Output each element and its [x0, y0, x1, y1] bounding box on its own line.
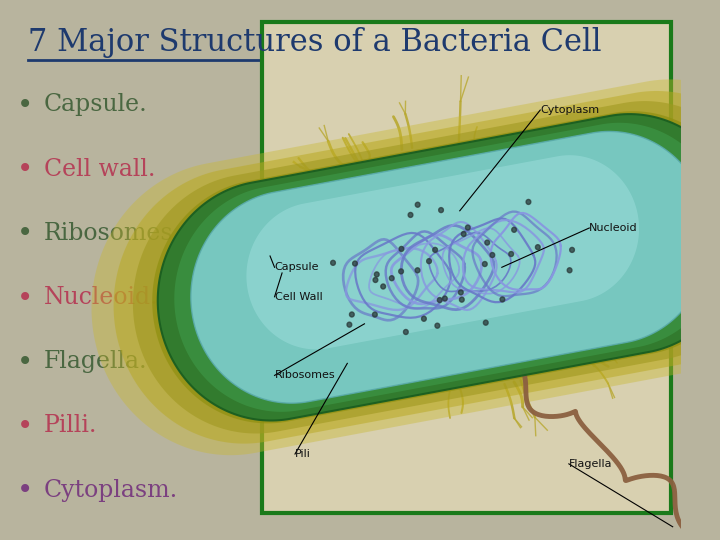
Text: Nucleoid.: Nucleoid.	[43, 286, 158, 309]
Text: Flagella: Flagella	[569, 459, 612, 469]
Circle shape	[438, 207, 444, 213]
Circle shape	[415, 202, 420, 207]
Text: •: •	[17, 412, 33, 440]
Circle shape	[482, 261, 487, 267]
Circle shape	[443, 296, 447, 301]
Circle shape	[374, 272, 379, 277]
Circle shape	[349, 312, 354, 317]
Circle shape	[427, 259, 431, 264]
Text: •: •	[17, 348, 33, 376]
Text: Flagella.: Flagella.	[43, 350, 147, 373]
Text: •: •	[17, 219, 33, 247]
Circle shape	[421, 316, 426, 321]
Text: •: •	[17, 91, 33, 119]
Polygon shape	[158, 114, 720, 421]
Text: Ribosomes: Ribosomes	[274, 370, 336, 380]
Text: Cytoplasm: Cytoplasm	[540, 105, 599, 115]
Circle shape	[433, 247, 438, 252]
Text: Cell wall.: Cell wall.	[43, 158, 155, 181]
Text: Cell Wall: Cell Wall	[274, 292, 323, 302]
Circle shape	[512, 227, 516, 232]
Circle shape	[459, 290, 463, 295]
Circle shape	[483, 320, 488, 325]
Text: •: •	[17, 284, 33, 312]
Polygon shape	[174, 123, 720, 412]
Polygon shape	[191, 131, 710, 403]
Circle shape	[390, 276, 394, 281]
Text: Capsule.: Capsule.	[43, 93, 148, 117]
Circle shape	[459, 297, 464, 302]
Polygon shape	[133, 101, 720, 434]
Text: Nucleoid: Nucleoid	[589, 223, 638, 233]
Circle shape	[399, 246, 404, 252]
Text: •: •	[17, 476, 33, 504]
Circle shape	[372, 312, 377, 317]
Circle shape	[353, 261, 357, 266]
Circle shape	[536, 245, 540, 249]
Circle shape	[381, 284, 385, 289]
Circle shape	[570, 247, 575, 252]
Polygon shape	[246, 155, 639, 349]
Text: Pilli.: Pilli.	[43, 414, 97, 437]
Text: Cytoplasm.: Cytoplasm.	[43, 478, 178, 502]
Circle shape	[490, 253, 495, 258]
Text: Pili: Pili	[295, 449, 311, 459]
Circle shape	[330, 260, 336, 265]
Text: •: •	[17, 155, 33, 183]
Polygon shape	[262, 22, 671, 513]
Circle shape	[462, 232, 466, 237]
Circle shape	[399, 269, 403, 274]
Circle shape	[465, 225, 470, 230]
Circle shape	[347, 322, 352, 327]
Circle shape	[567, 268, 572, 273]
Polygon shape	[114, 91, 720, 443]
Circle shape	[509, 252, 513, 256]
Circle shape	[500, 297, 505, 302]
Text: 7 Major Structures of a Bacteria Cell: 7 Major Structures of a Bacteria Cell	[28, 26, 602, 57]
Polygon shape	[152, 111, 720, 423]
Circle shape	[415, 268, 420, 273]
Circle shape	[485, 240, 490, 245]
Text: Ribosomes.: Ribosomes.	[43, 222, 181, 245]
Circle shape	[526, 199, 531, 205]
Circle shape	[408, 212, 413, 218]
Circle shape	[437, 298, 442, 302]
Text: Capsule: Capsule	[274, 262, 319, 272]
Polygon shape	[91, 79, 720, 455]
Circle shape	[403, 329, 408, 334]
Circle shape	[373, 278, 378, 282]
Circle shape	[435, 323, 440, 328]
